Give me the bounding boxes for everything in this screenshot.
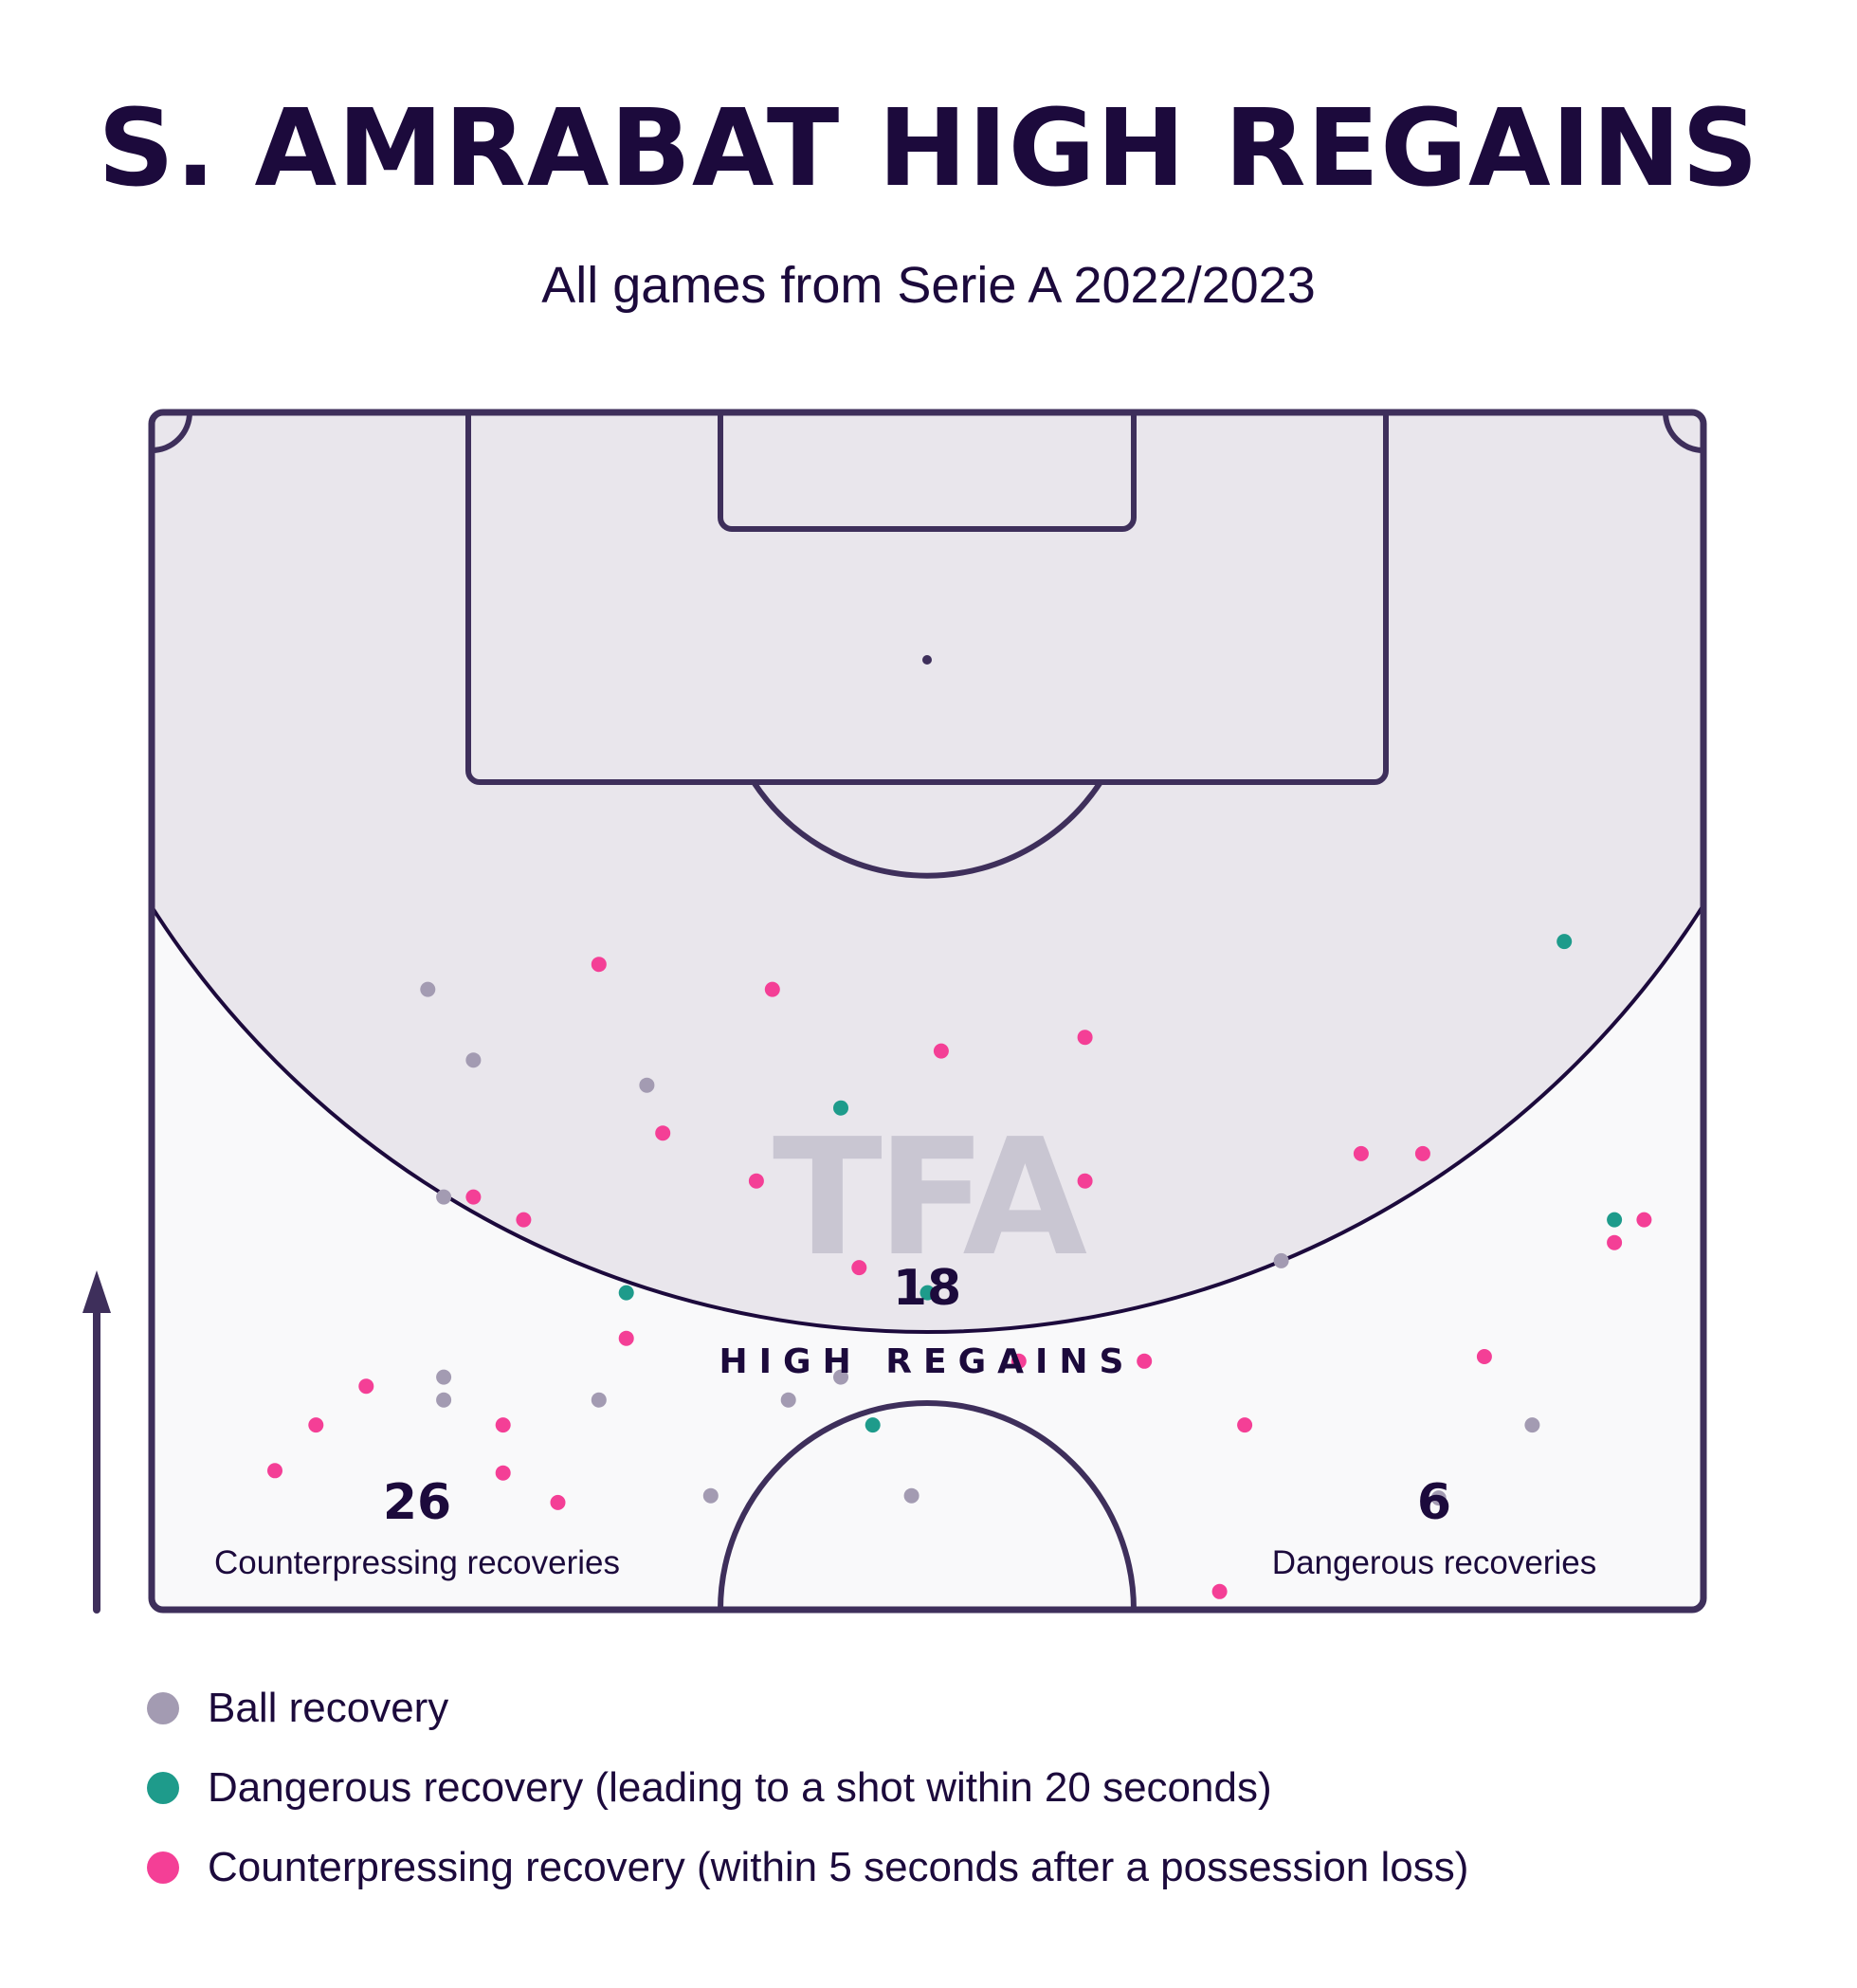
counterpressing-recovery-point (495, 1417, 511, 1433)
counterpressing-recovery-point (591, 957, 607, 973)
high-regains-label: HIGH REGAINS (719, 1342, 1136, 1381)
counterpressing-recovery-point (1636, 1212, 1652, 1228)
dangerous-recovery-swatch (147, 1772, 179, 1804)
counterpressing-recovery-point (748, 1173, 764, 1189)
legend-item-ball: Ball recovery (147, 1669, 1468, 1748)
high-regain-zone (152, 412, 1703, 1334)
legend-item-dangerous: Dangerous recovery (leading to a shot wi… (147, 1748, 1468, 1828)
counterpressing-recovery-point (618, 1330, 634, 1346)
counterpressing-recovery-point (495, 1465, 511, 1481)
corner-arc-left (152, 412, 192, 453)
dangerous-recovery-point (919, 1285, 936, 1301)
counterpressing-recovery-point (1476, 1349, 1492, 1364)
counterpressing-recovery-point (1077, 1173, 1093, 1189)
dangerous-recovery-point (1607, 1212, 1623, 1228)
dangerous-recovery-point (1557, 934, 1573, 950)
ball-recovery-point (780, 1392, 796, 1408)
counterpressing-recovery-point (308, 1417, 324, 1433)
counterpressing-recovery-point (1077, 1030, 1093, 1046)
dangerous-count: 6 (1417, 1474, 1451, 1531)
ball-recovery-point (702, 1487, 719, 1504)
counterpressing-recovery-point (1353, 1145, 1369, 1161)
pitch-outline (148, 409, 1707, 1614)
ball-recovery-point (436, 1392, 452, 1408)
ball-recovery-point (1273, 1252, 1289, 1268)
counterpressing-recovery-point (267, 1463, 282, 1479)
counterpressing-recovery-point (655, 1125, 671, 1141)
counterpressing-recovery-point (851, 1260, 867, 1276)
counterpressing-recovery-point (516, 1212, 532, 1228)
counterpressing-recovery-point (358, 1378, 374, 1395)
ball-recovery-point (465, 1052, 482, 1068)
ball-recovery-point (833, 1369, 848, 1385)
chart-title: S. AMRABAT HIGH REGAINS (98, 87, 1759, 210)
counterpressing-recovery-point (465, 1189, 482, 1205)
ball-recovery-swatch (147, 1692, 179, 1724)
counterpressing-recovery-point (764, 981, 780, 997)
ball-recovery-point (639, 1077, 655, 1093)
corner-arc-right (1663, 412, 1703, 453)
ball-recovery-point (1430, 1490, 1447, 1506)
counterpressing-recovery-swatch (147, 1851, 179, 1884)
dangerous-recovery-point (833, 1100, 848, 1116)
legend-item-counterpressing: Counterpressing recovery (within 5 secon… (147, 1828, 1468, 1907)
counterpressing-recovery-point (1414, 1145, 1430, 1161)
counterpressing-recovery-point (1137, 1353, 1153, 1369)
legend-label: Dangerous recovery (leading to a shot wi… (208, 1764, 1272, 1811)
legend-label: Counterpressing recovery (within 5 secon… (208, 1844, 1469, 1890)
chart-subtitle: All games from Serie A 2022/2023 (541, 257, 1316, 314)
legend: Ball recovery Dangerous recovery (leadin… (147, 1669, 1468, 1907)
attack-direction-arrow (82, 1270, 111, 1614)
high-regains-count: 18 (893, 1260, 961, 1317)
centre-circle (718, 1400, 1137, 1610)
recovery-points (267, 934, 1652, 1599)
dangerous-label: Dangerous recoveries (1272, 1544, 1596, 1581)
penalty-area (465, 412, 1389, 785)
watermark: TFA (773, 1104, 1087, 1292)
ball-recovery-point (591, 1392, 607, 1408)
penalty-arc (751, 780, 1103, 879)
dangerous-recovery-point (618, 1285, 634, 1301)
counterpressing-recovery-point (933, 1043, 949, 1059)
pitch-markings (152, 412, 1703, 1610)
ball-recovery-point (420, 981, 436, 997)
counterpressing-recovery-point (1237, 1417, 1253, 1433)
penalty-spot (922, 655, 932, 665)
counterpressing-label: Counterpressing recoveries (214, 1544, 620, 1581)
counterpressing-recovery-point (1010, 1353, 1027, 1369)
ball-recovery-point (903, 1487, 919, 1504)
counterpressing-recovery-point (550, 1494, 566, 1510)
goal-area (718, 412, 1137, 532)
legend-label: Ball recovery (208, 1685, 449, 1731)
counterpressing-recovery-point (1211, 1583, 1228, 1599)
counterpressing-recovery-point (1607, 1234, 1623, 1250)
dangerous-recovery-point (865, 1417, 881, 1433)
ball-recovery-point (436, 1189, 452, 1205)
ball-recovery-point (1524, 1417, 1540, 1433)
ball-recovery-point (436, 1369, 452, 1385)
counterpressing-count: 26 (383, 1474, 451, 1531)
